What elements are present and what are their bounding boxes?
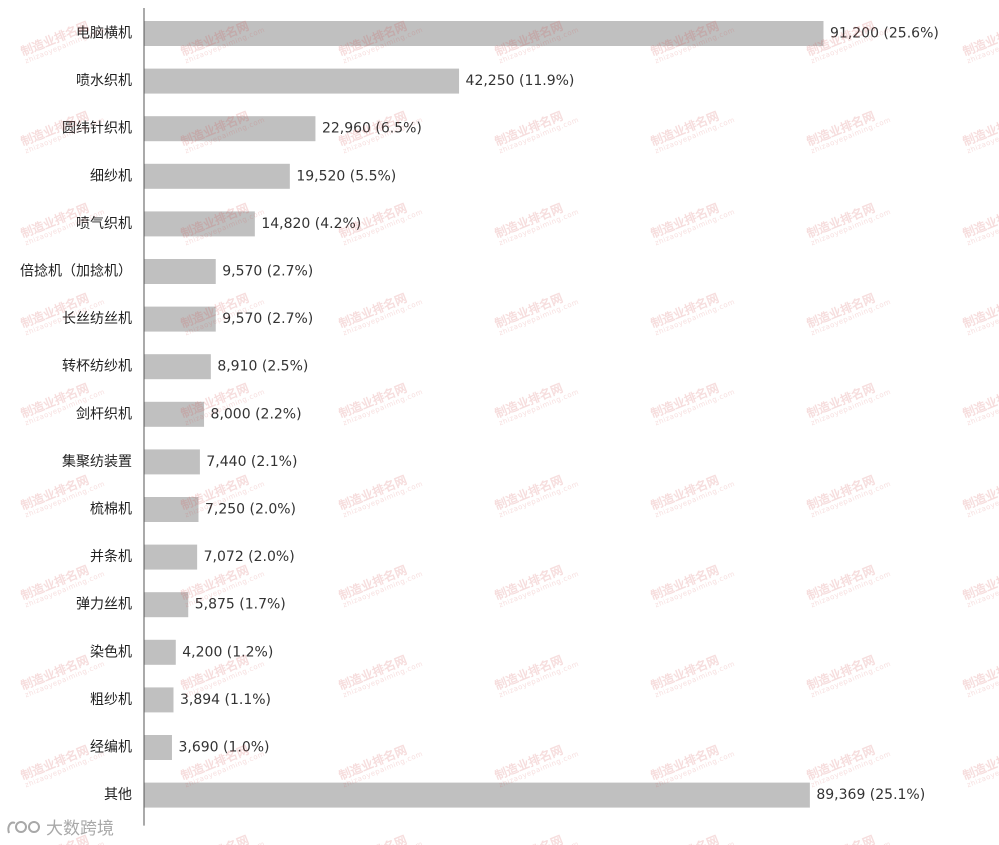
data-label: 3,690 (1.0%) [178,740,269,756]
data-label: 7,440 (2.1%) [206,454,297,470]
bar [144,401,205,427]
data-label: 91,200 (25.6%) [830,26,939,42]
data-label: 7,072 (2.0%) [204,549,295,565]
category-label: 剑杆织机 [76,406,132,422]
bar [144,782,810,808]
brand-watermark: 大数跨境 [6,814,114,839]
category-label: 染色机 [90,643,132,660]
category-label: 倍捻机（加捻机） [20,264,132,280]
bar [144,639,176,665]
bar [144,735,172,760]
bar [144,116,316,142]
bar [144,449,200,475]
bar [144,544,198,570]
brand-text: 大数跨境 [46,819,114,839]
category-label: 细纱机 [90,168,132,184]
bar [144,163,290,189]
category-label: 圆纬针织机 [62,121,132,137]
category-label: 喷水织机 [76,73,132,89]
bar [144,259,216,284]
data-label: 89,369 (25.1%) [816,787,925,803]
data-label: 5,875 (1.7%) [195,597,286,613]
data-label: 4,200 (1.2%) [182,644,273,660]
category-label: 转杯纺纱机 [62,359,132,375]
category-label: 弹力丝机 [76,597,132,613]
category-label: 电脑横机 [76,26,132,42]
category-label: 喷气织机 [76,216,132,232]
category-label: 梳棉机 [90,501,132,518]
bar [144,306,216,332]
bar [144,497,199,522]
bar [144,68,460,94]
data-label: 9,570 (2.7%) [222,264,313,280]
data-label: 3,894 (1.1%) [180,692,271,708]
data-label: 9,570 (2.7%) [222,311,313,327]
category-label: 经编机 [90,740,132,756]
data-label: 19,520 (5.5%) [296,168,396,184]
bar [144,592,189,618]
category-label: 其他 [104,787,132,803]
category-label: 粗纱机 [90,692,132,708]
data-label: 7,250 (2.0%) [205,502,296,518]
brand-logo-icon [7,820,40,833]
data-label: 8,910 (2.5%) [217,359,308,375]
bars-layer: 电脑横机 91,200 (25.6%) 喷水织机 42,250 (11.9%) 圆纬针织… [20,21,939,808]
data-label: 8,000 (2.2%) [211,406,302,422]
bar [144,21,824,46]
data-label: 22,960 (6.5%) [322,121,422,137]
data-label: 14,820 (4.2%) [261,216,361,232]
bar [144,687,174,713]
data-label: 42,250 (11.9%) [466,73,575,89]
bar [144,211,255,237]
bar [144,354,211,380]
category-label: 并条机 [90,548,132,565]
category-label: 集聚纺装置 [62,453,132,470]
category-label: 长丝纺丝机 [62,311,132,327]
